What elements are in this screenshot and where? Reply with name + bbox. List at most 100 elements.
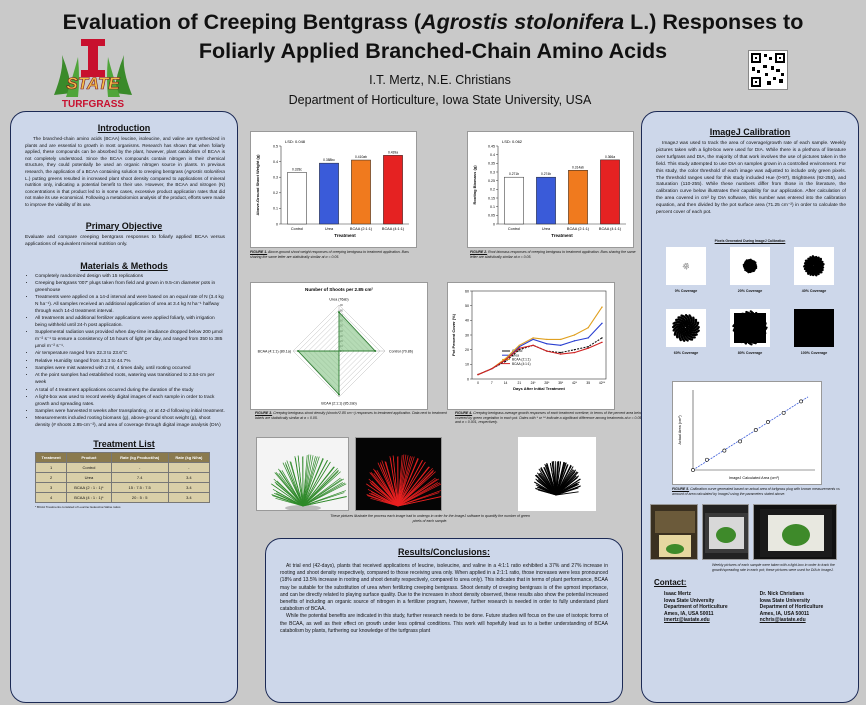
series-point [504,357,507,360]
methods-item: Completely randomized design with 15 rep… [35,274,225,281]
coverage-pixel [682,266,684,268]
imagej-text: ImageJ was used to track the area of cov… [656,141,846,216]
series-point [601,306,603,308]
table-cell: - [110,462,169,474]
grass-blade [272,488,304,507]
coverage-pixel [680,314,683,317]
radar-axis-label: BCAA (2:1:1) (85.2ab) [321,402,356,406]
figure4-caption: FIGURE 4. Creeping bentgrass average gro… [455,411,643,425]
grass-blade [555,483,578,496]
y-tick-label: 0.15 [488,196,495,200]
results-panel: Results/Conclusions: At trial end (42-da… [265,538,623,703]
contact-line: Ames, IA, USA 50011 [664,610,714,617]
methods-item: A light-box was used to record weekly di… [35,395,225,409]
grass-blade [377,462,399,507]
radar-series [297,311,377,396]
methods-item: A total of 4 treatment applications occu… [35,388,225,395]
grass-blade [397,492,440,507]
grass-blade [397,455,409,507]
scatter-point [766,420,770,424]
contact-email[interactable]: imertz@iastate.edu [664,617,710,624]
grass-blade [302,482,343,507]
table-row: 3 BCAA (2 : 1 : 1)* 15 : 7.5 : 7.5 3.4 [34,482,211,494]
contact-line: Department of Horticulture [664,604,728,611]
table-cell: 1 [34,462,68,474]
coverage-pixel [742,263,746,267]
grass-blade [302,477,341,507]
coverage-pixel [679,338,682,342]
grass-blade [302,454,312,507]
series-point [601,337,603,339]
methods-heading: Materials & Methods [80,260,168,271]
coverage-pixel [688,314,691,317]
lightbox-photo-3 [753,504,837,561]
grass-blade [282,462,304,507]
table-cell: 2 [34,472,68,484]
table-header: Product [66,452,112,464]
grass-blade [397,496,442,507]
coverage-pixel [686,263,688,265]
chart-annotation: LSD: 0.048 [285,139,306,144]
methods-list: Completely randomized design with 15 rep… [25,274,225,431]
sample-photo-threshold [355,437,442,511]
series-point [573,348,576,351]
radar-axis-label: BCAA (4:1:1) (80.1a) [258,350,291,354]
grass-blade [555,471,576,496]
grass-blade [384,461,399,507]
contact-line: Department of Horticulture [759,604,824,611]
grass-blade [535,487,557,496]
series-point [573,334,576,336]
coverage-label: 40% Coverage [801,288,827,293]
grass-blade [397,471,434,507]
coverage-pixel [686,264,688,266]
bar-data-label: 0.314ab [572,165,584,169]
table-cell: 3 [34,482,68,494]
bar-data-label: 0.271b [509,172,519,176]
radar-ring-label: 90 [340,303,343,307]
x-tick-label: 35* [558,381,564,385]
methods-item: Supplemental radiation was provided when… [35,330,225,351]
coverage-pixel [690,338,694,341]
treatment-table-wrap: Treatment Product Rate (kg Product/ha) Rate… [34,452,237,509]
series-point [559,344,562,346]
series-point [601,341,603,344]
grass-blade [289,461,304,507]
radar-point [338,393,340,396]
grass-blade [533,481,557,496]
table-cell: 3.4 [167,482,211,494]
y-tick-label: 0 [276,222,278,226]
y-tick-label: 0.4 [273,160,278,164]
coverage-fill [794,308,834,347]
table-cell: 20 : 5 : 5 [110,492,169,504]
coverage-pixel [817,256,820,259]
coverage-pixel [745,259,749,262]
y-tick-label: 0.4 [490,153,495,157]
contact-email[interactable]: nchris@iastate.edu [759,617,806,624]
coverage-pixel [686,267,688,269]
table-cell: Control [66,462,112,474]
coverage-label: 60% Coverage [673,350,699,355]
coverage-pixel [754,265,758,268]
grass-blade [397,458,419,507]
grass-blade [397,477,436,507]
series-point [601,322,603,324]
coverage-pixel [693,336,696,339]
x-tick-label: 14 [504,381,508,385]
authors: I.T. Mertz, N.E. Christians [369,73,511,87]
coverage-pixel [684,266,686,268]
images-caption: These pictures illustrate the process ea… [330,514,530,523]
coverage-pixel [685,268,687,270]
coverage-sample: 60% Coverage [664,308,708,355]
qr-code[interactable] [748,50,788,90]
coverage-pixel [694,318,698,322]
y-tick-label: 0.2 [490,188,495,192]
x-tick-label: BCAA (2:1:1) [350,227,373,231]
coverage-pixel [811,273,815,277]
y-tick-label: 0.3 [490,170,495,174]
grass-blade [273,478,304,507]
figure3-chart: Number of Shoots per 2.85 cm²01020304050… [250,282,428,410]
radar-point [374,350,377,352]
trend-line [692,396,809,471]
table-cell: BCAA (4 : 1 : 1)* [66,492,112,504]
coverage-pixel [687,266,689,268]
